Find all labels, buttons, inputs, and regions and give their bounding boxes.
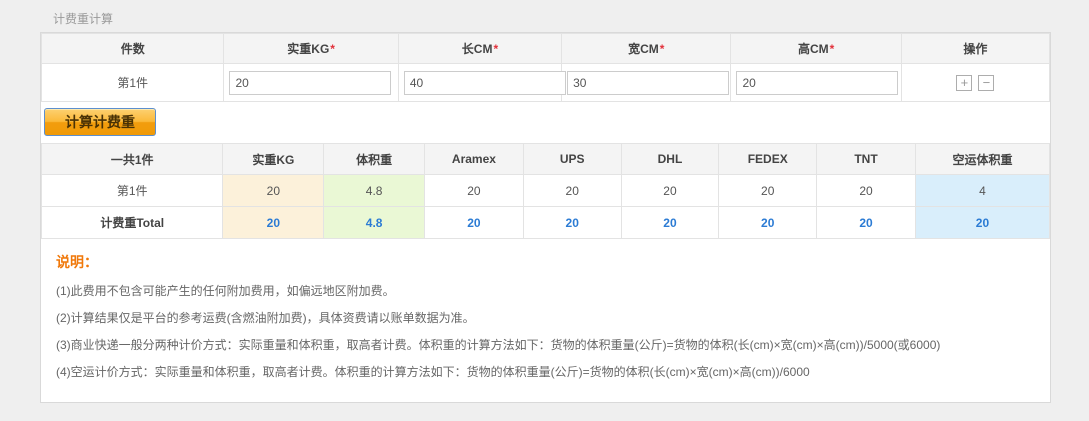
header-height: 高CM*	[730, 33, 902, 64]
header-width: 宽CM*	[561, 33, 732, 64]
minus-icon: −	[982, 74, 991, 90]
button-row: 计算计费重	[41, 102, 1050, 143]
input-table: 件数 实重KG* 长CM* 宽CM* 高CM* 操作 第1件	[40, 33, 1051, 102]
result-header-dhl: DHL	[620, 143, 720, 175]
total-fedex-value: 20	[718, 206, 818, 239]
result-tnt-value: 20	[816, 174, 916, 207]
height-cell	[730, 63, 902, 102]
page-title: 计费重计算	[53, 12, 114, 26]
header-weight: 实重KG*	[223, 33, 399, 64]
weight-input[interactable]	[229, 70, 392, 95]
total-aramex-value: 20	[424, 206, 524, 239]
result-ups-value: 20	[522, 174, 622, 207]
operation-cell: + −	[900, 63, 1051, 102]
header-operation: 操作	[900, 33, 1051, 64]
length-cell	[397, 63, 566, 102]
height-input[interactable]	[736, 70, 899, 95]
header-length-label: 长CM	[461, 42, 493, 56]
result-row-total: 计费重Total 20 4.8 20 20 20 20 20 20	[40, 206, 1051, 239]
header-height-label: 高CM	[797, 42, 829, 56]
result-table: 一共1件 实重KG 体积重 Aramex UPS DHL FEDEX TNT 空…	[40, 143, 1051, 239]
weight-cell	[223, 63, 399, 102]
header-pieces-label: 件数	[120, 42, 145, 56]
result-header-aramex: Aramex	[424, 143, 524, 175]
length-input[interactable]	[403, 70, 566, 95]
note-line-1: (1)此费用不包含可能产生的任何附加费用，如偏远地区附加费。	[56, 284, 395, 298]
add-row-button[interactable]: +	[956, 74, 973, 91]
required-asterisk: *	[330, 42, 335, 56]
result-weight-value: 20	[222, 174, 325, 207]
result-header-air-volume: 空运体积重	[914, 143, 1051, 175]
total-ups-value: 20	[522, 206, 622, 239]
note-line-2: (2)计算结果仅是平台的参考运费(含燃油附加费)，具体资费请以账单数据为准。	[56, 311, 475, 325]
result-header-total-pieces: 一共1件	[40, 143, 224, 175]
total-dhl-value: 20	[620, 206, 720, 239]
result-header-weight: 实重KG	[222, 143, 325, 175]
total-airvol-value: 20	[914, 206, 1051, 239]
result-header-ups: UPS	[522, 143, 622, 175]
calculate-button[interactable]: 计算计费重	[44, 108, 156, 136]
total-row-label: 计费重Total	[40, 206, 224, 239]
input-table-header-row: 件数 实重KG* 长CM* 宽CM* 高CM* 操作	[40, 33, 1051, 64]
plus-icon: +	[960, 74, 969, 90]
result-airvol-value: 4	[914, 174, 1051, 207]
input-table-row: 第1件 +−	[40, 63, 1051, 102]
required-asterisk: *	[493, 42, 499, 56]
note-line-3: (3)商业快递一般分两种计价方式：实际重量和体积重，取高者计费。体积重的计算方法…	[56, 338, 941, 352]
calculator-panel: 件数 实重KG* 长CM* 宽CM* 高CM* 操作 第1件	[40, 32, 1051, 403]
result-header-fedex: FEDEX	[718, 143, 818, 175]
header-weight-label: 实重KG	[287, 42, 330, 56]
result-header-tnt: TNT	[816, 143, 916, 175]
result-piece-label: 第1件	[40, 174, 224, 207]
required-asterisk: *	[659, 42, 665, 56]
notes-section: 说明： (1)此费用不包含可能产生的任何附加费用，如偏远地区附加费。 (2)计算…	[41, 239, 1050, 402]
result-table-header-row: 一共1件 实重KG 体积重 Aramex UPS DHL FEDEX TNT 空…	[40, 143, 1051, 175]
result-aramex-value: 20	[424, 174, 524, 207]
total-tnt-value: 20	[816, 206, 916, 239]
header-length: 长CM*	[397, 33, 563, 64]
piece-label: 第1件	[40, 63, 225, 102]
total-volume-value: 4.8	[323, 206, 426, 239]
required-asterisk: *	[829, 42, 835, 56]
header-width-label: 宽CM	[628, 42, 659, 56]
width-cell	[561, 63, 732, 102]
notes-heading: 说明：	[56, 254, 98, 270]
header-pieces: 件数	[40, 33, 225, 64]
note-line-4: (4)空运计价方式：实际重量和体积重，取高者计费。体积重的计算方法如下：货物的体…	[56, 365, 810, 379]
result-row-piece1: 第1件 20 4.8 20 20 20 20 20 4	[40, 174, 1051, 207]
result-header-volume: 体积重	[323, 143, 426, 175]
width-input[interactable]	[567, 70, 730, 95]
remove-row-button[interactable]: −	[978, 74, 995, 91]
header-operation-label: 操作	[963, 42, 988, 56]
result-volume-value: 4.8	[323, 174, 426, 207]
total-weight-value: 20	[222, 206, 325, 239]
result-fedex-value: 20	[718, 174, 818, 207]
result-dhl-value: 20	[620, 174, 720, 207]
